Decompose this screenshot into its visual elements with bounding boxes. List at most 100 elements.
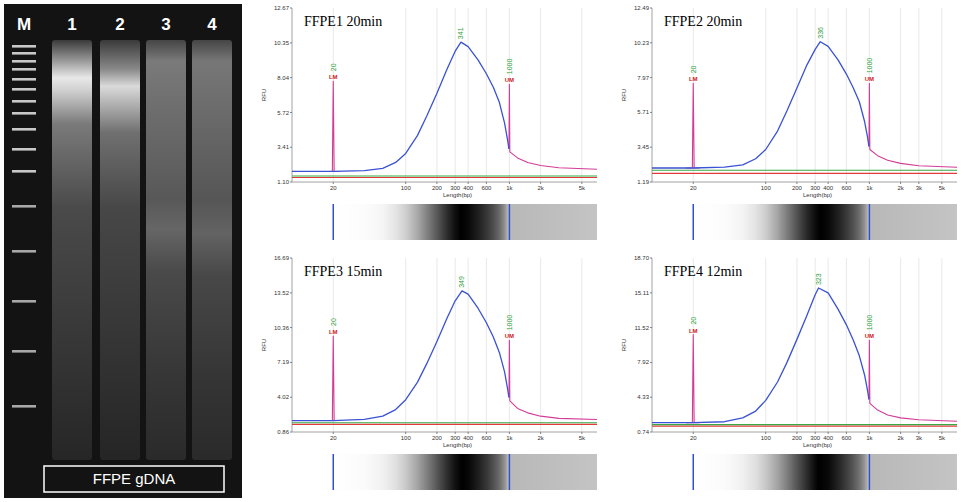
- figure: M1234FFPE gDNA1.103.415.728.0410.3512.67…: [0, 0, 969, 502]
- x-tick: [405, 182, 406, 184]
- x-tick: [509, 182, 510, 184]
- y-tick-label: 10.23: [634, 40, 650, 46]
- x-tick-label: 5k: [939, 185, 946, 191]
- x-tick: [486, 432, 487, 434]
- trace: [292, 291, 509, 421]
- y-tick-label: 4.02: [277, 394, 289, 400]
- grid-line: [815, 8, 816, 182]
- y-axis-title: RFU: [261, 339, 267, 351]
- lane-smear: [52, 40, 92, 460]
- trace: [686, 83, 700, 168]
- grid-line: [796, 258, 797, 432]
- trace: [686, 335, 700, 423]
- strip-marker: [869, 204, 871, 240]
- trace: [292, 175, 597, 176]
- size-label: 336: [817, 27, 824, 39]
- y-tick-label: 7.19: [277, 359, 289, 365]
- y-tick: [290, 42, 292, 43]
- size-label: 1000: [506, 315, 513, 331]
- grid-line: [581, 258, 582, 432]
- y-tick: [650, 77, 652, 78]
- trace: [509, 340, 597, 419]
- y-tick: [290, 112, 292, 113]
- lane-label: 2: [115, 15, 124, 34]
- ladder-band: [12, 100, 36, 103]
- trace: [509, 84, 597, 169]
- y-tick-label: 8.04: [277, 75, 289, 81]
- y-tick: [290, 258, 292, 259]
- lane-smear: [192, 40, 232, 460]
- gel-strip: [685, 454, 957, 490]
- y-tick: [650, 292, 652, 293]
- size-label: 1000: [506, 59, 513, 75]
- marker-label: UM: [865, 76, 874, 82]
- trace: [292, 177, 597, 178]
- x-tick-label: 600: [841, 185, 852, 191]
- x-axis-title: Length(bp): [803, 192, 832, 198]
- x-tick: [693, 182, 694, 184]
- y-axis: [652, 8, 653, 182]
- y-tick: [290, 327, 292, 328]
- y-tick-label: 12.67: [274, 5, 290, 11]
- grid-line: [846, 258, 847, 432]
- gel: M1234FFPE gDNA: [4, 4, 242, 498]
- trace: [869, 340, 957, 421]
- grid-line: [918, 258, 919, 432]
- x-tick-label: 1k: [866, 185, 873, 191]
- ladder-band: [12, 112, 36, 115]
- x-tick: [796, 182, 797, 184]
- ladder-band: [12, 300, 36, 303]
- trace: [652, 288, 869, 423]
- y-tick-label: 7.97: [637, 75, 649, 81]
- trace: [869, 83, 957, 167]
- x-axis-title: Length(bp): [803, 442, 832, 448]
- trace: [652, 424, 957, 425]
- x-axis-title: Length(bp): [443, 192, 472, 198]
- x-tick-label: 1k: [506, 185, 513, 191]
- y-tick: [290, 397, 292, 398]
- y-tick-label: 10.35: [274, 40, 290, 46]
- grid-line: [455, 258, 456, 432]
- gel-background: [4, 4, 242, 498]
- grid-line: [436, 258, 437, 432]
- ladder-band: [12, 350, 36, 353]
- lane-smear: [146, 40, 186, 460]
- size-label: 1000: [866, 58, 873, 74]
- y-tick-label: 7.92: [637, 359, 649, 365]
- marker-label: LM: [689, 328, 698, 334]
- x-tick-label: 400: [823, 435, 834, 441]
- marker-label: UM: [505, 333, 514, 339]
- gel-strip: [685, 204, 957, 240]
- grid-line: [486, 8, 487, 182]
- y-tick-label: 3.45: [637, 144, 649, 150]
- strip-marker: [509, 204, 511, 240]
- x-tick-label: 200: [792, 435, 803, 441]
- series-group: [652, 42, 957, 174]
- x-tick-label: 100: [761, 435, 772, 441]
- size-label: 20: [690, 317, 697, 325]
- size-label: 323: [815, 273, 822, 285]
- x-tick: [765, 432, 766, 434]
- marker-label: LM: [689, 76, 698, 82]
- trace: [292, 42, 509, 171]
- x-tick: [333, 182, 334, 184]
- x-tick: [846, 432, 847, 434]
- x-tick-label: 1k: [866, 435, 873, 441]
- x-tick: [869, 182, 870, 184]
- x-axis: [292, 182, 597, 183]
- electropherogram: 0.744.337.9211.5215.1118.702010020030040…: [621, 255, 957, 490]
- ladder-band: [12, 128, 36, 131]
- y-tick-label: 10.36: [274, 325, 290, 331]
- size-label: 341: [457, 27, 464, 39]
- series-group: [292, 42, 597, 177]
- y-tick-label: 3.41: [277, 144, 289, 150]
- grid-line: [900, 8, 901, 182]
- x-tick: [509, 432, 510, 434]
- y-tick: [650, 258, 652, 259]
- trace: [652, 173, 957, 174]
- x-tick-label: 2k: [897, 435, 904, 441]
- y-axis-title: RFU: [621, 339, 627, 351]
- grid-line: [468, 8, 469, 182]
- x-tick: [405, 432, 406, 434]
- x-tick-label: 300: [810, 185, 821, 191]
